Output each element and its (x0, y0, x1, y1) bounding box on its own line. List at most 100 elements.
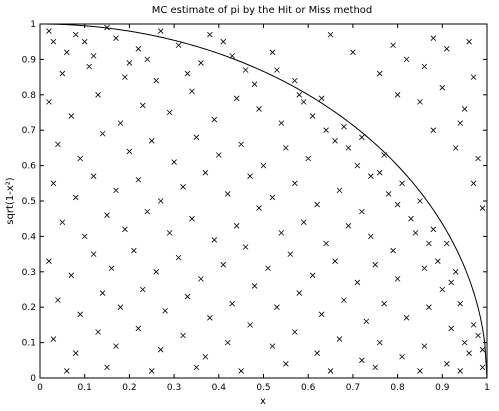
scatter-point (345, 222, 352, 229)
scatter-point (305, 155, 311, 162)
y-tick-label: 1 (30, 20, 36, 30)
scatter-point (113, 35, 119, 41)
scatter-point (479, 346, 486, 353)
scatter-point (144, 208, 151, 215)
scatter-point (470, 322, 477, 328)
scatter-point (421, 343, 428, 349)
scatter-point (443, 240, 450, 247)
y-tick-label: 0.9 (22, 55, 37, 65)
scatter-point (296, 290, 303, 296)
scatter-point (81, 233, 88, 240)
scatter-point (367, 233, 374, 240)
scatter-point (300, 99, 307, 105)
scatter-point (430, 226, 437, 233)
scatter-point (452, 269, 459, 275)
scatter-point (426, 304, 432, 310)
scatter-point (274, 67, 280, 73)
scatter-point (372, 364, 379, 371)
scatter-point (292, 180, 298, 187)
scatter-point (238, 141, 244, 148)
scatter-point (220, 38, 227, 45)
scatter-point (475, 155, 481, 162)
scatter-point (372, 261, 379, 268)
scatter-point (193, 364, 200, 371)
scatter-point (363, 318, 370, 325)
scatter-point (439, 84, 446, 91)
scatter-point (55, 141, 61, 148)
scatter-point (122, 226, 128, 233)
scatter-point (117, 120, 124, 126)
scatter-point (50, 38, 57, 45)
x-tick-label: 0.5 (256, 383, 270, 393)
scatter-point (148, 138, 155, 144)
scatter-point (238, 368, 244, 374)
scatter-point (171, 159, 177, 165)
scatter-point (390, 42, 396, 49)
scatter-point (457, 300, 463, 307)
scatter-point (59, 70, 66, 77)
scatter-point (399, 180, 405, 187)
scatter-point (242, 244, 249, 250)
scatter-point (166, 230, 173, 236)
scatter-point (251, 283, 258, 289)
scatter-point (412, 230, 419, 236)
scatter-point (126, 148, 133, 155)
scatter-point (90, 251, 97, 257)
y-tick-label: 0.6 (22, 162, 37, 172)
scatter-point (367, 173, 374, 180)
scatter-point (46, 99, 52, 105)
scatter-point (309, 272, 316, 279)
scatter-point (153, 77, 160, 84)
scatter-point (278, 230, 285, 236)
scatter-point (336, 336, 343, 342)
scatter-point (403, 56, 410, 63)
scatter-point (50, 180, 57, 187)
scatter-point (394, 276, 401, 282)
scatter-point (479, 205, 486, 211)
scatter-point (399, 353, 405, 360)
scatter-point (394, 92, 401, 98)
scatter-point (202, 169, 209, 176)
scatter-point (318, 311, 325, 318)
scatter-point (46, 258, 52, 264)
scatter-point (269, 49, 276, 56)
x-tick-label: 1 (484, 383, 490, 393)
scatter-point (292, 329, 298, 335)
x-tick-label: 0.7 (346, 383, 360, 393)
scatter-point (81, 38, 88, 45)
scatter-point (448, 279, 455, 286)
y-tick-label: 0.5 (22, 197, 36, 207)
scatter-point (430, 127, 437, 133)
scatter-point (345, 145, 352, 151)
scatter-point (247, 322, 253, 328)
scatter-point (64, 49, 70, 56)
scatter-point (376, 169, 383, 176)
scatter-point (104, 364, 110, 371)
scatter-point (99, 290, 106, 296)
scatter-point (193, 134, 200, 141)
scatter-point (376, 70, 383, 77)
scatter-point (421, 63, 428, 70)
chart-title: MC estimate of pi by the Hit or Miss met… (152, 5, 373, 16)
scatter-point (323, 127, 329, 133)
scatter-point (417, 99, 423, 105)
scatter-point (341, 123, 347, 130)
scatter-point (50, 336, 57, 342)
scatter-point (403, 315, 410, 321)
scatter-point (175, 42, 182, 49)
scatter-point (470, 74, 477, 80)
scatter-point (198, 276, 204, 282)
scatter-point (131, 247, 137, 254)
scatter-point (122, 74, 128, 80)
scatter-point (287, 251, 294, 257)
scatter-point (184, 293, 191, 300)
scatter-point (475, 332, 481, 339)
scatter-point (113, 343, 119, 349)
scatter-point (104, 212, 110, 218)
scatter-point (90, 53, 97, 59)
scatter-point (59, 219, 66, 226)
scatter-point (224, 191, 231, 197)
x-tick-label: 0.1 (78, 383, 92, 393)
scatter-point (189, 88, 195, 95)
scatter-point (46, 28, 52, 34)
